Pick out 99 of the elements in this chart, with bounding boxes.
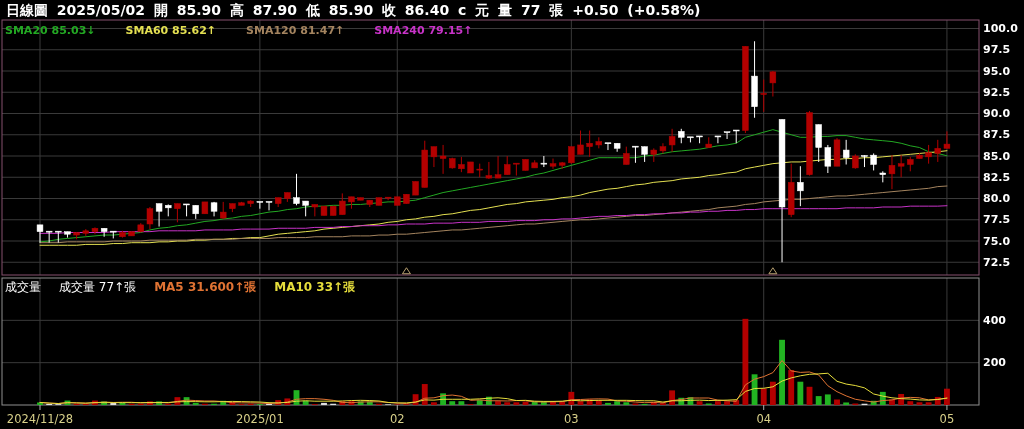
candlestick: [925, 144, 932, 165]
candlestick: [504, 155, 511, 176]
candlestick: [824, 144, 832, 174]
bar: [110, 402, 117, 405]
candlestick: [760, 79, 767, 113]
candlestick: [485, 161, 493, 180]
candlestick: [897, 154, 905, 178]
bar: [815, 396, 822, 405]
candlestick: [146, 206, 154, 230]
bar: [495, 401, 501, 405]
text: MA10 33↑張: [274, 280, 357, 294]
candlestick: [256, 201, 264, 210]
candlestick: [723, 131, 731, 140]
y-tick-label: 100.0: [983, 22, 1019, 35]
candlestick: [549, 158, 557, 170]
candlestick: [668, 128, 676, 153]
y-tick-label: 75.0: [983, 234, 1011, 248]
bar: [623, 402, 630, 405]
bar: [916, 402, 923, 405]
bar: [559, 401, 566, 405]
candlestick: [540, 155, 548, 168]
candlestick: [513, 162, 520, 177]
candlestick: [934, 139, 941, 163]
candlestick: [842, 139, 850, 165]
candlestick: [265, 201, 273, 211]
bar: [669, 390, 676, 405]
bar: [742, 318, 749, 405]
candlestick: [100, 227, 108, 238]
candlestick: [430, 146, 438, 168]
line-series: [39, 372, 948, 405]
line-series: [39, 185, 948, 244]
y-tick-label: 82.5: [983, 170, 1011, 184]
y-tick-label: 85.0: [983, 149, 1011, 163]
x-tick-label: 02: [389, 412, 405, 426]
bar: [577, 401, 584, 405]
chart-title: 日線圖 2025/05/02 開 85.90 高 87.90 低 85.90 收 86.40 c 元 量 77 張 +0.50 (+0.58%): [6, 2, 701, 18]
candlestick: [888, 154, 896, 190]
y-tick-label: 72.5: [983, 255, 1011, 269]
y-tick-label: 77.5: [983, 213, 1011, 227]
candlestick: [55, 230, 62, 244]
text: SMA240 79.15↑: [374, 24, 473, 37]
x-tick-label: 2025/01: [235, 412, 284, 426]
y-tick-label: 200: [983, 356, 1007, 370]
annotation: 成交量 77↑張: [59, 280, 137, 294]
bar: [925, 402, 932, 405]
bar: [504, 402, 511, 405]
candlestick: [339, 192, 346, 216]
candlestick: [494, 155, 502, 179]
candlestick: [586, 130, 593, 158]
text: SMA120 81.47↑: [246, 24, 345, 37]
candlestick: [155, 203, 163, 228]
bar: [779, 339, 785, 405]
candlestick: [797, 165, 804, 207]
candlestick: [174, 203, 181, 223]
candlestick: [36, 224, 44, 244]
candlestick: [293, 173, 300, 206]
bar: [714, 401, 721, 405]
candlestick: [632, 145, 639, 164]
text: SMA20 85.03↓: [5, 24, 96, 37]
text: MA5 31.600↑張: [154, 280, 258, 294]
y-tick-label: 95.0: [983, 64, 1011, 78]
y-tick-label: 97.5: [983, 43, 1011, 57]
candlestick: [815, 124, 822, 163]
bar: [760, 388, 767, 405]
y-tick-label: 90.0: [983, 107, 1011, 120]
text: SMA60 85.62↑: [125, 24, 217, 37]
candlestick: [769, 70, 777, 97]
y-tick-label: 80.0: [983, 192, 1011, 205]
bar: [843, 402, 850, 405]
chart-title: 成交量: [5, 280, 41, 294]
bar: [430, 402, 437, 405]
bar: [907, 401, 914, 405]
y-tick-label: 87.5: [983, 128, 1011, 142]
bar: [769, 381, 776, 405]
bar: [944, 388, 950, 405]
bar: [321, 402, 327, 405]
candlestick: [45, 230, 53, 244]
candlestick: [439, 144, 447, 175]
candlestick: [714, 135, 722, 144]
y-tick-label: 92.5: [983, 85, 1011, 99]
bar: [696, 401, 703, 405]
bar: [513, 402, 520, 405]
bar: [797, 381, 804, 405]
x-tick-label: 05: [939, 412, 955, 426]
candlestick: [577, 130, 584, 155]
bar: [605, 402, 611, 405]
candlestick: [604, 142, 612, 151]
x-tick-label: 04: [756, 412, 772, 426]
bar: [834, 399, 840, 405]
x-tick-label: 2024/11/28: [6, 412, 74, 426]
y-tick-label: 400: [983, 313, 1007, 327]
candlestick: [943, 130, 951, 149]
x-tick-label: 03: [564, 412, 579, 426]
bar: [788, 370, 795, 405]
bar: [724, 401, 731, 405]
bar: [458, 401, 465, 405]
bar: [449, 401, 456, 405]
bar: [824, 394, 831, 405]
bar: [192, 402, 199, 405]
